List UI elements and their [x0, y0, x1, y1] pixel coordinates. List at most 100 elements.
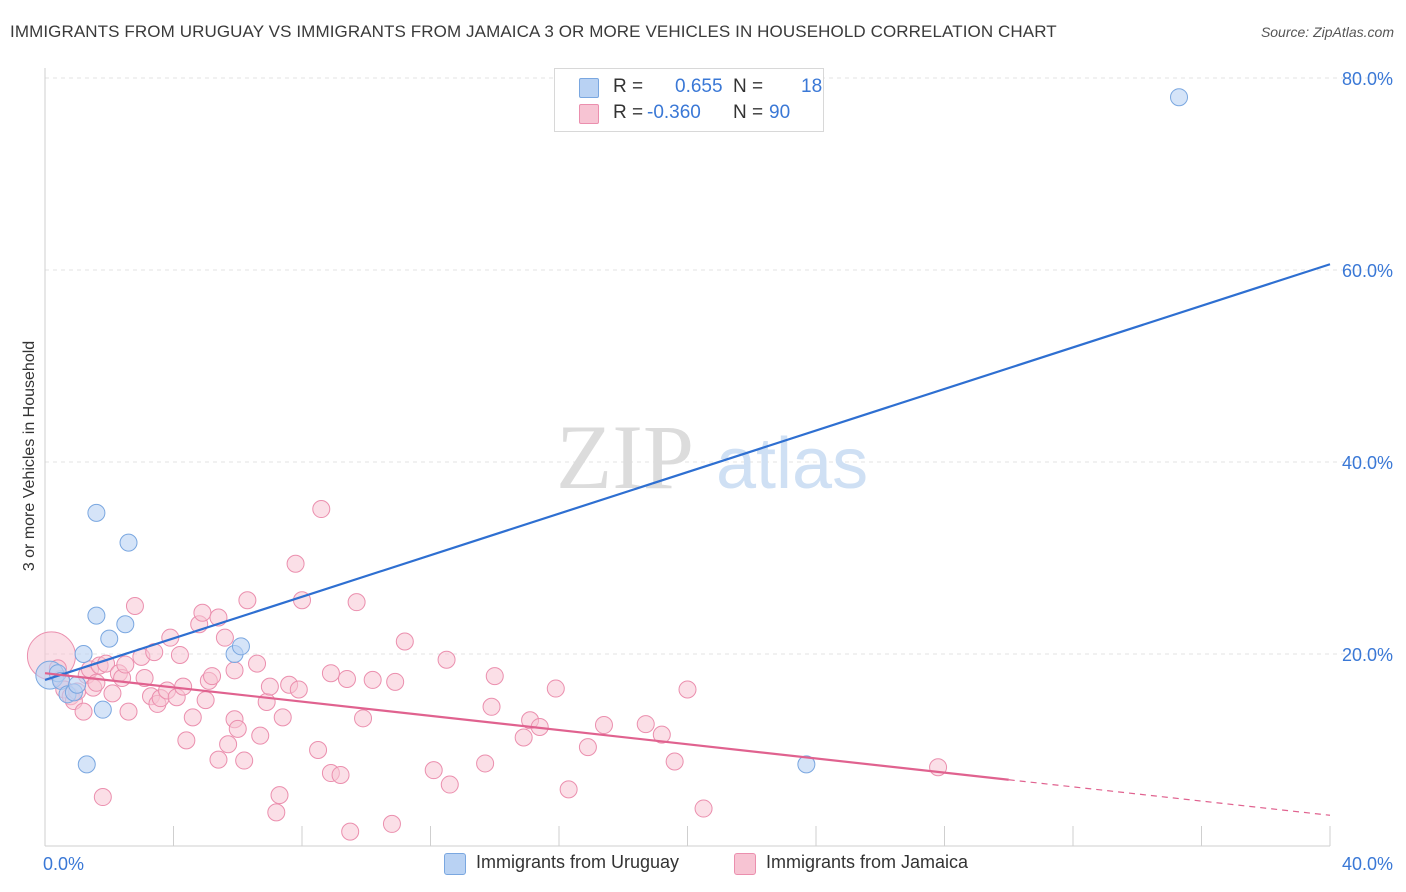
jamaica-point	[260, 677, 279, 696]
jamaica-r-value: -0.360	[647, 102, 701, 123]
y-tick-label: 60.0%	[1342, 261, 1393, 281]
y-axis-label: 3 or more Vehicles in Household	[21, 340, 38, 572]
jamaica-point	[289, 680, 308, 699]
jamaica-trend-line	[44, 672, 1009, 781]
jamaica-point	[437, 650, 456, 669]
jamaica-point	[174, 677, 193, 696]
jamaica-point	[87, 673, 106, 692]
jamaica-point	[228, 719, 247, 738]
source-credit: Source: ZipAtlas.com	[1260, 24, 1394, 40]
jamaica-point	[251, 726, 270, 745]
jamaica-point	[578, 738, 597, 757]
jamaica-point	[424, 761, 443, 780]
jamaica-point	[382, 814, 401, 833]
jamaica-point	[546, 679, 565, 698]
jamaica-point	[559, 780, 578, 799]
uruguay-point	[68, 675, 87, 694]
jamaica-point	[225, 661, 244, 680]
jamaica-point	[119, 702, 138, 721]
jamaica-point	[286, 554, 305, 573]
watermark-zip: ZIP	[556, 406, 694, 508]
jamaica-point	[395, 632, 414, 651]
jamaica-point	[321, 664, 340, 683]
jamaica-point	[116, 655, 135, 674]
uruguay-point	[119, 533, 138, 552]
uruguay-point	[231, 637, 250, 656]
legend-r-label: R =	[613, 76, 644, 97]
jamaica-point	[485, 667, 504, 686]
jamaica-point	[273, 708, 292, 727]
jamaica-point	[93, 788, 112, 807]
jamaica-point	[337, 669, 356, 688]
jamaica-point	[267, 803, 286, 822]
jamaica-point	[694, 799, 713, 818]
jamaica-point	[476, 754, 495, 773]
jamaica-points	[26, 500, 948, 841]
jamaica-legend-label: Immigrants from Jamaica	[766, 852, 969, 872]
x-tick-label: 40.0%	[1342, 854, 1393, 874]
trend-lines	[44, 263, 1331, 816]
jamaica-point	[312, 500, 331, 519]
x-tick-label: 0.0%	[43, 854, 84, 874]
jamaica-point	[636, 715, 655, 734]
jamaica-point	[170, 645, 189, 664]
y-tick-label: 40.0%	[1342, 453, 1393, 473]
uruguay-point	[74, 645, 93, 663]
jamaica-legend-swatch	[734, 853, 756, 875]
jamaica-trend-extension	[1008, 779, 1331, 816]
jamaica-point	[103, 684, 122, 703]
tick-labels: 20.0% 40.0% 60.0% 80.0% 0.0% 40.0%	[43, 69, 1393, 874]
jamaica-point	[135, 669, 154, 687]
legend-n-label: N =	[733, 102, 764, 123]
jamaica-point	[665, 752, 684, 771]
watermark: ZIP atlas	[556, 406, 868, 508]
jamaica-point	[196, 691, 215, 710]
jamaica-point	[238, 591, 257, 610]
jamaica-point	[652, 725, 671, 744]
jamaica-point	[594, 716, 613, 735]
jamaica-swatch	[579, 104, 599, 124]
watermark-atlas: atlas	[716, 424, 868, 504]
jamaica-point	[235, 751, 254, 770]
chart-title: IMMIGRANTS FROM URUGUAY VS IMMIGRANTS FR…	[10, 22, 1057, 41]
uruguay-points	[35, 88, 1189, 774]
jamaica-point	[74, 702, 93, 721]
jamaica-point	[514, 728, 533, 747]
uruguay-r-value: 0.655	[675, 76, 723, 97]
uruguay-point	[100, 629, 119, 648]
uruguay-legend-label: Immigrants from Uruguay	[476, 852, 680, 872]
jamaica-point	[203, 667, 222, 686]
jamaica-point	[482, 697, 501, 716]
jamaica-point	[354, 709, 373, 728]
uruguay-point	[87, 503, 106, 522]
uruguay-swatch	[579, 78, 599, 98]
jamaica-point	[215, 628, 234, 647]
jamaica-point	[219, 735, 238, 754]
uruguay-point	[93, 700, 112, 719]
legend-n-label: N =	[733, 76, 764, 97]
uruguay-point	[116, 615, 135, 634]
jamaica-point	[363, 670, 382, 689]
y-tick-label: 20.0%	[1342, 645, 1393, 665]
jamaica-point	[209, 750, 228, 769]
uruguay-point	[87, 606, 106, 625]
legend-r-label: R =	[613, 102, 644, 123]
jamaica-point	[193, 603, 212, 622]
jamaica-point	[183, 708, 202, 727]
uruguay-n-value: 18	[801, 76, 823, 97]
jamaica-point	[331, 765, 350, 784]
correlation-legend: R = 0.655 N = 18 R = -0.360 N = 90	[554, 68, 824, 132]
jamaica-point	[248, 654, 267, 673]
uruguay-point	[797, 755, 816, 774]
jamaica-point	[177, 731, 196, 750]
jamaica-n-value: 90	[769, 102, 791, 123]
y-tick-label: 80.0%	[1342, 69, 1393, 89]
uruguay-legend-swatch	[444, 853, 466, 875]
uruguay-point	[77, 755, 96, 774]
gridlines	[45, 77, 1392, 655]
jamaica-point	[440, 775, 459, 794]
jamaica-point	[125, 597, 144, 615]
jamaica-point	[309, 741, 328, 759]
jamaica-point	[678, 680, 697, 699]
